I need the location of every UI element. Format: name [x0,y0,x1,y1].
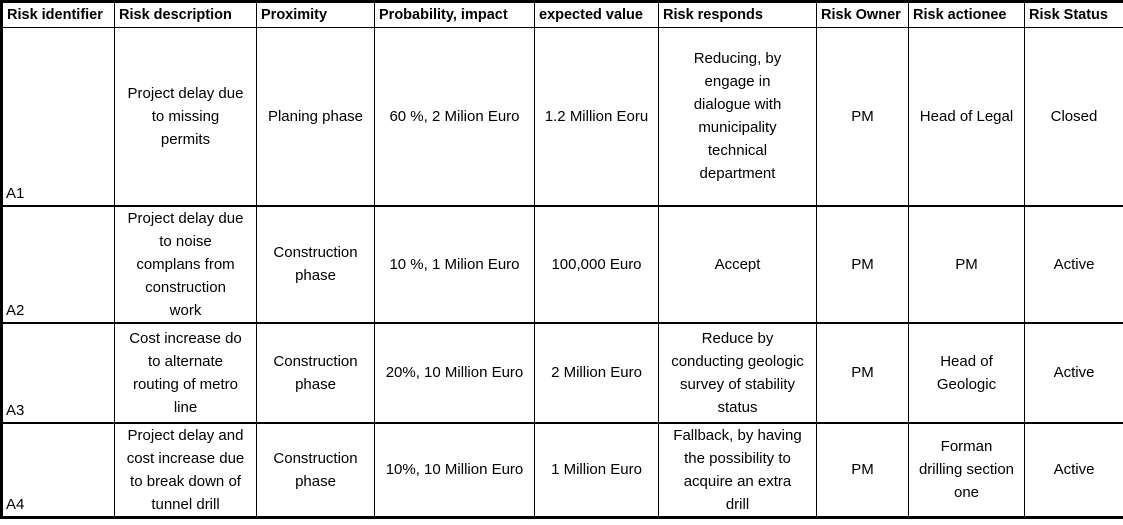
cell-a2-proximity: Construction phase [256,205,375,324]
cell-a4-actionee: Forman drilling section one [908,422,1025,518]
cell-a4-expected-value: 1 Million Euro [534,422,659,518]
cell-a1-probability-impact: 60 %, 2 Milion Euro [374,27,535,207]
cell-a3-actionee: Head of Geologic [908,322,1025,424]
col-header-risk-identifier: Risk identifier [1,1,115,28]
cell-a2-probability-impact: 10 %, 1 Milion Euro [374,205,535,324]
cell-a3-responds: Reduce by conducting geologic survey of … [658,322,817,424]
cell-a3-status: Active [1024,322,1123,424]
cell-a1-status: Closed [1024,27,1123,207]
table-row-a1: A1 Project delay due to missing permits … [1,27,1123,207]
table-row-a4: A4 Project delay and cost increase due t… [1,422,1123,518]
cell-a4-responds: Fallback, by having the possibility to a… [658,422,817,518]
cell-a1-responds: Reducing, by engage in dialogue with mun… [658,27,817,207]
col-header-risk-responds: Risk responds [658,1,817,28]
cell-a3-identifier: A3 [1,322,115,424]
cell-a1-identifier: A1 [1,27,115,207]
table-row-a2: A2 Project delay due to noise complans f… [1,205,1123,324]
cell-a4-description: Project delay and cost increase due to b… [114,422,257,518]
col-header-risk-status: Risk Status [1024,1,1123,28]
table-row-a3: A3 Cost increase do to alternate routing… [1,322,1123,424]
cell-a3-probability-impact: 20%, 10 Million Euro [374,322,535,424]
cell-a3-owner: PM [816,322,909,424]
cell-a2-description: Project delay due to noise complans from… [114,205,257,324]
cell-a2-expected-value: 100,000 Euro [534,205,659,324]
col-header-probability-impact: Probability, impact [374,1,535,28]
table-header-row: Risk identifier Risk description Proximi… [1,1,1123,28]
cell-a2-identifier: A2 [1,205,115,324]
col-header-risk-description: Risk description [114,1,257,28]
col-header-risk-owner: Risk Owner [816,1,909,28]
cell-a4-status: Active [1024,422,1123,518]
cell-a2-responds: Accept [658,205,817,324]
col-header-risk-actionee: Risk actionee [908,1,1025,28]
cell-a1-owner: PM [816,27,909,207]
cell-a2-status: Active [1024,205,1123,324]
cell-a2-owner: PM [816,205,909,324]
cell-a2-actionee: PM [908,205,1025,324]
cell-a3-description: Cost increase do to alternate routing of… [114,322,257,424]
cell-a4-proximity: Construction phase [256,422,375,518]
cell-a3-expected-value: 2 Million Euro [534,322,659,424]
cell-a4-owner: PM [816,422,909,518]
col-header-proximity: Proximity [256,1,375,28]
col-header-expected-value: expected value [534,1,659,28]
cell-a1-proximity: Planing phase [256,27,375,207]
cell-a4-probability-impact: 10%, 10 Million Euro [374,422,535,518]
cell-a4-identifier: A4 [1,422,115,518]
cell-a1-description: Project delay due to missing permits [114,27,257,207]
cell-a3-proximity: Construction phase [256,322,375,424]
cell-a1-expected-value: 1.2 Million Eoru [534,27,659,207]
cell-a1-actionee: Head of Legal [908,27,1025,207]
